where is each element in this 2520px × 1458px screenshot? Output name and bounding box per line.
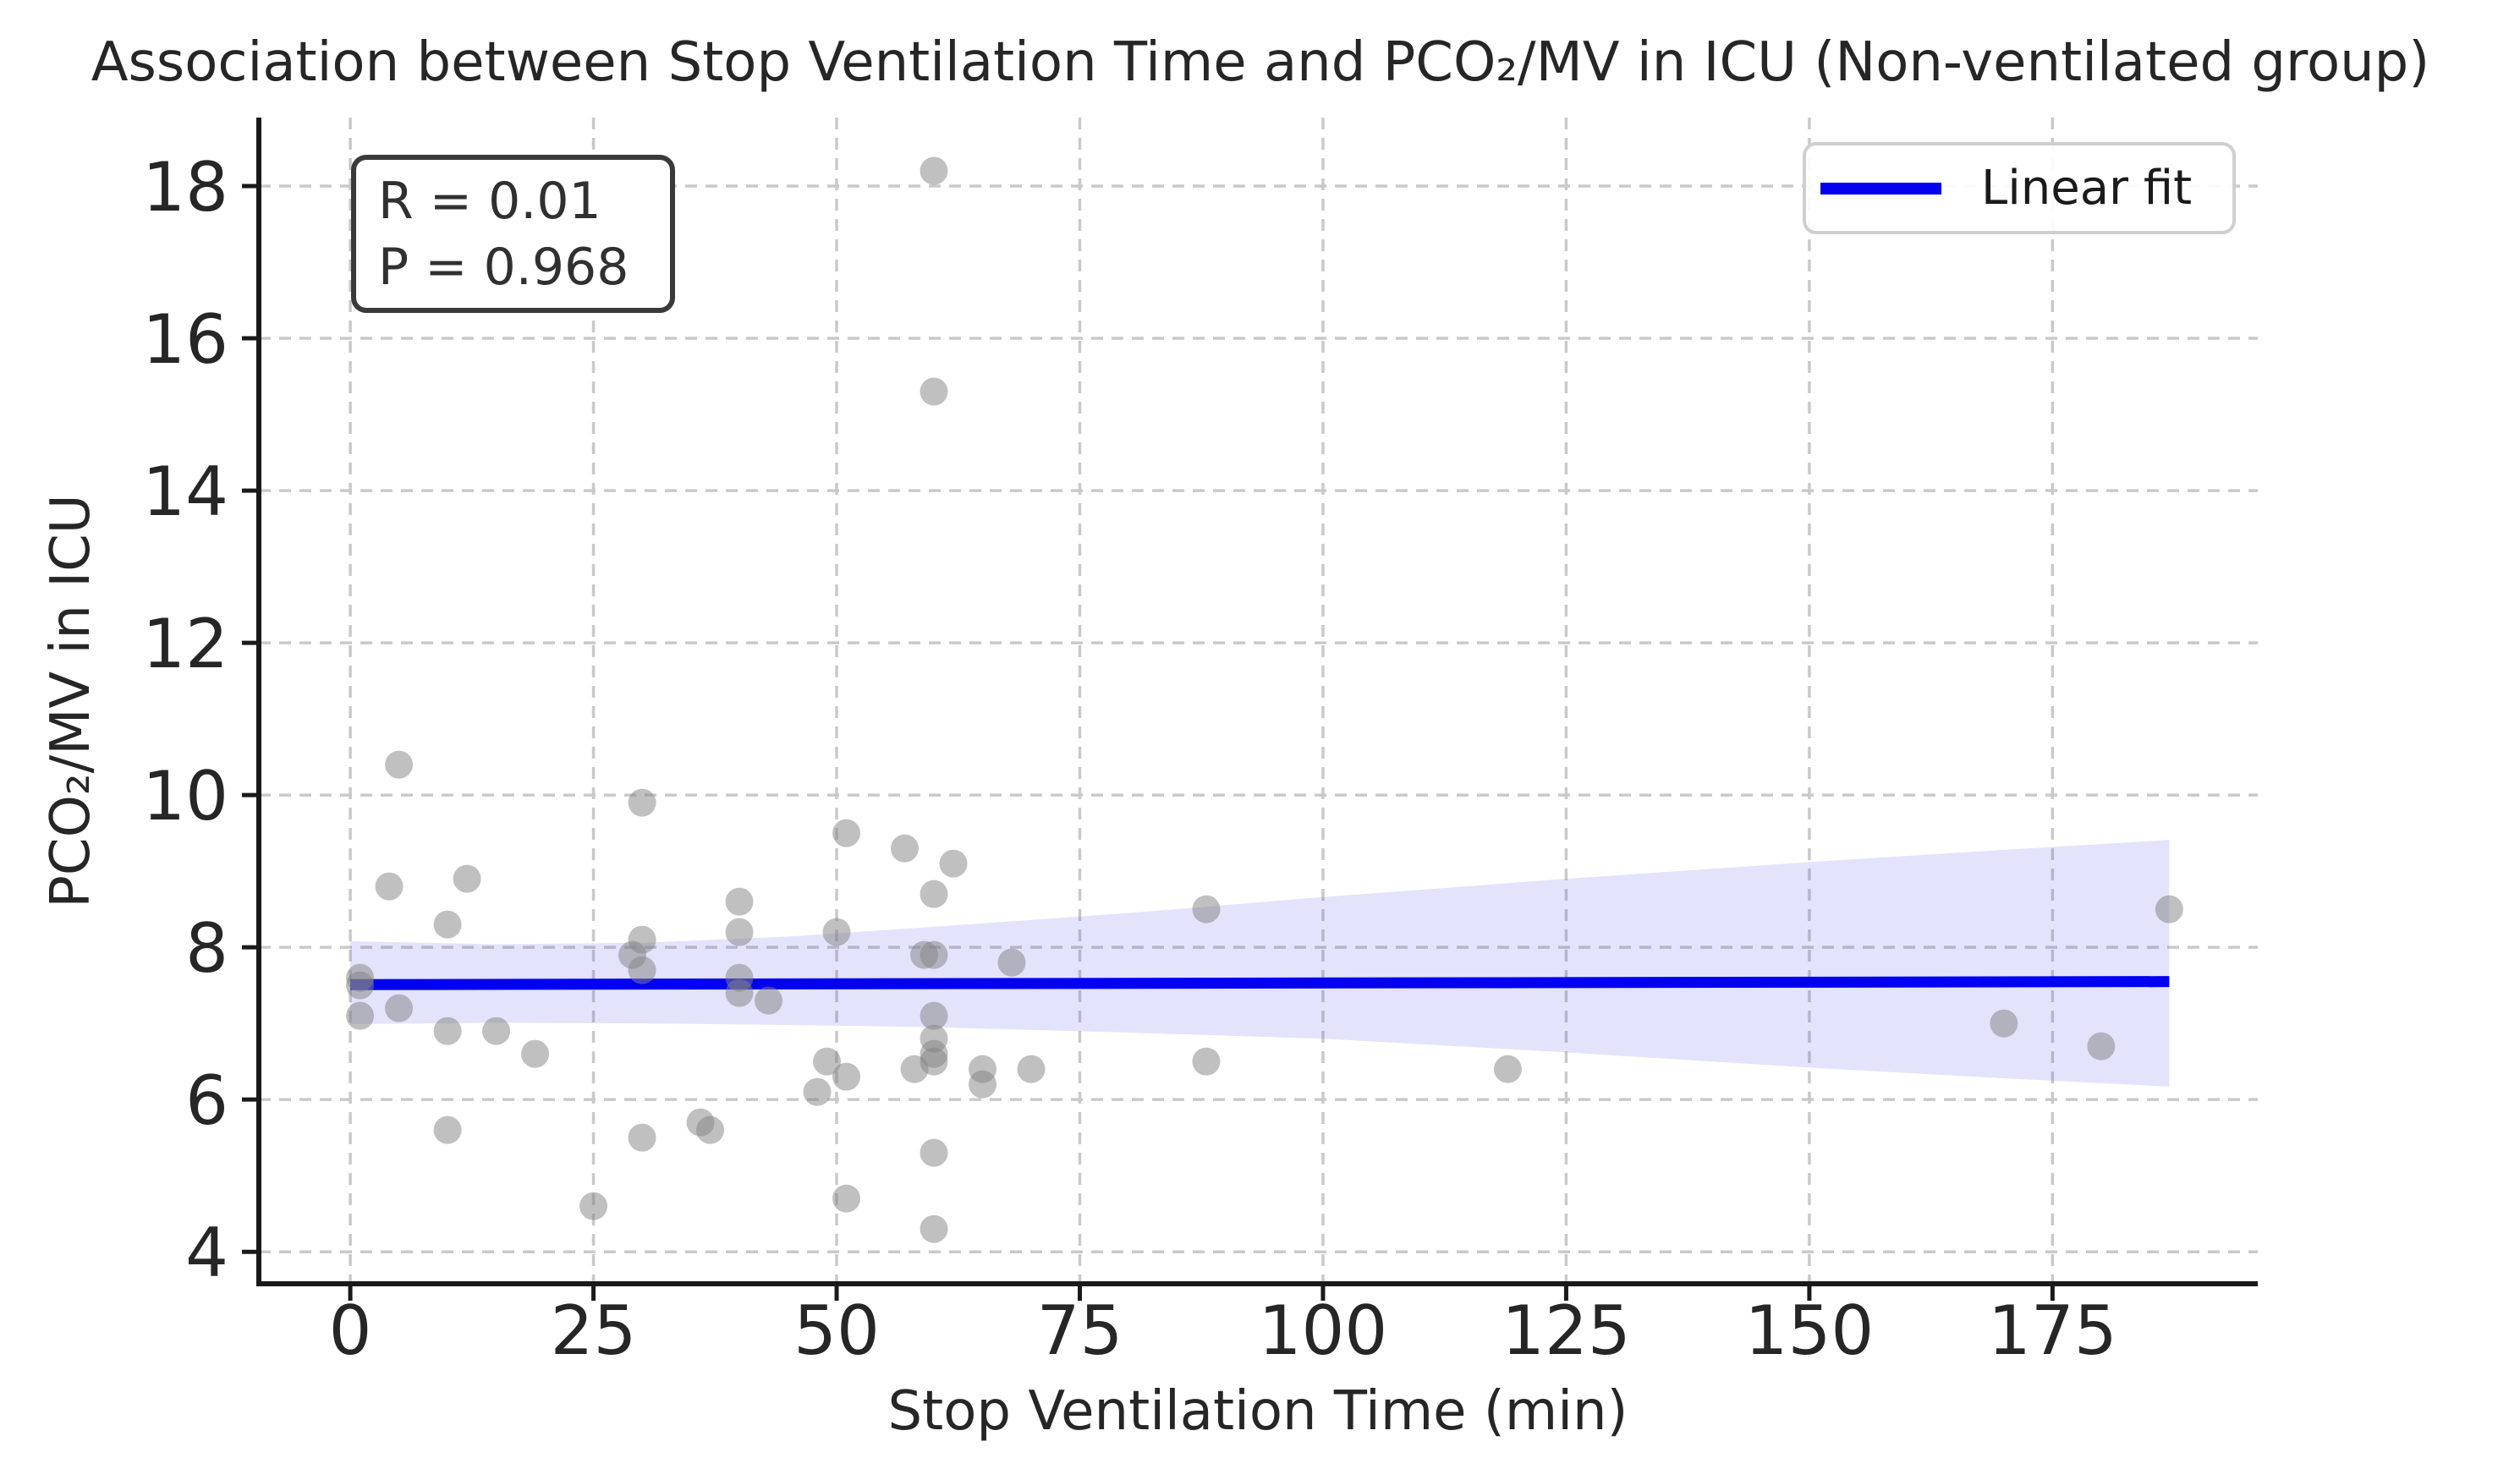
scatter-point [920,880,948,908]
scatter-point [920,940,948,969]
scatter-point [997,948,1026,977]
x-tick-label-50: 50 [793,1291,880,1370]
scatter-point [1017,1055,1046,1083]
r-value-text: R = 0.01 [378,171,601,231]
scatter-point [433,1017,462,1045]
scatter-point [375,872,404,901]
y-tick-label-18: 18 [142,148,228,227]
x-tick-label-125: 125 [1502,1291,1631,1370]
scatter-point [346,971,375,1000]
chart-title: Association between Stop Ventilation Tim… [91,31,2430,94]
scatter-point [920,1214,948,1243]
y-tick-label-10: 10 [142,757,228,836]
scatter-point [628,1123,656,1152]
confidence-band-layer [350,840,2170,1087]
scatter-point [1493,1055,1522,1083]
y-tick-label-4: 4 [185,1214,228,1292]
fit-line [350,976,2170,990]
scatter-point [433,1115,462,1144]
scatter-point [920,1138,948,1167]
scatter-point [1192,895,1221,924]
x-tick-label-75: 75 [1037,1291,1123,1370]
y-tick-label-16: 16 [142,300,228,379]
scatter-point [1192,1047,1221,1076]
scatter-point [939,849,968,878]
scatter-point [1990,1009,2018,1038]
scatter-point [433,910,462,939]
scatter-point [2155,895,2183,924]
scatter-point [579,1192,608,1220]
y-tick-label-8: 8 [185,909,228,988]
scatter-point [453,864,481,893]
legend-line-swatch [1820,182,1941,195]
scatter-point [832,819,861,847]
y-tick-label-12: 12 [142,605,228,683]
scatter-point [628,956,656,984]
scatter-point [755,986,783,1015]
scatter-point [696,1115,725,1144]
x-axis-label: Stop Ventilation Time (min) [888,1380,1628,1443]
p-value-text: P = 0.968 [378,237,629,297]
confidence-band [350,840,2170,1087]
x-tick-label-175: 175 [1988,1291,2117,1370]
scatter-point [628,788,656,817]
scatter-point [803,1077,832,1106]
fit-line-layer [350,976,2170,990]
scatter-point [822,918,851,946]
legend-label: Linear fit [1981,161,2193,216]
scatter-point [832,1184,861,1213]
scatter-point [725,978,754,1007]
scatter-point [920,156,948,185]
scatter-point [920,377,948,406]
scatter-point [813,1047,842,1076]
scatter-point [521,1039,550,1068]
scatter-point [2087,1032,2116,1061]
y-tick-label-6: 6 [185,1061,228,1140]
axis-layer: 0 25 50 75 100 125 150 175 4 6 8 10 12 14 16 18 [142,118,2258,1370]
x-tick-label-100: 100 [1259,1291,1388,1370]
stats-annotation-box: R = 0.01 P = 0.968 [351,155,675,313]
scatter-point [482,1017,511,1045]
scatter-point [900,1055,929,1083]
y-axis-label: PCO₂/MV in ICU [40,494,102,907]
scatter-point [891,834,920,863]
x-tick-label-150: 150 [1745,1291,1875,1370]
scatter-point [385,994,414,1022]
scatter-point [725,918,754,946]
x-tick-label-25: 25 [551,1291,637,1370]
scatter-point [832,1062,861,1091]
scatter-point [385,750,414,779]
x-tick-label-0: 0 [329,1291,372,1370]
y-tick-label-14: 14 [142,452,228,531]
scatter-point [969,1070,997,1099]
legend: Linear fit [1803,142,2236,234]
scatter-point [920,1001,948,1030]
scatter-point [346,1001,375,1030]
scatter-point [725,887,754,916]
scatter-layer [346,156,2183,1243]
